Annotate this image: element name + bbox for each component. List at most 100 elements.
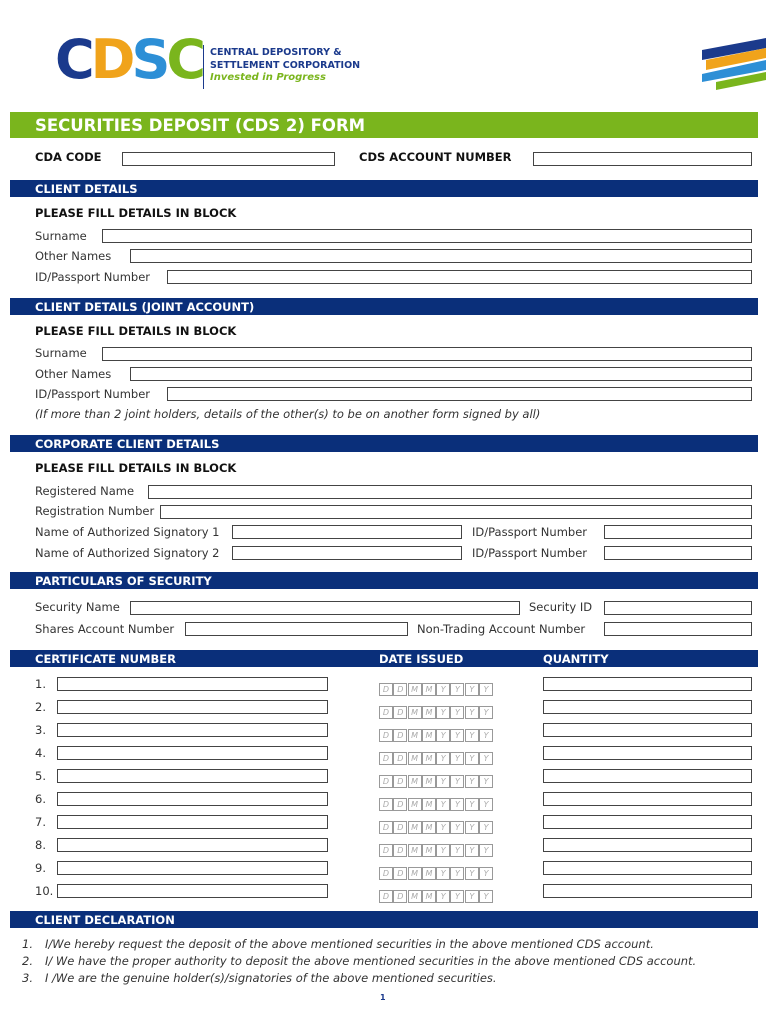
quantity-field[interactable] xyxy=(543,677,752,691)
date-cell[interactable]: Y xyxy=(479,798,494,811)
certificate-number-field[interactable] xyxy=(57,746,328,760)
date-cell[interactable]: Y xyxy=(479,706,494,719)
date-cell[interactable]: M xyxy=(421,867,436,880)
date-cell[interactable]: Y xyxy=(436,798,451,811)
signatory2-id-field[interactable] xyxy=(604,546,752,560)
date-cell[interactable]: M xyxy=(407,821,422,834)
signatory1-id-field[interactable] xyxy=(604,525,752,539)
date-cell[interactable]: Y xyxy=(450,867,465,880)
signatory1-field[interactable] xyxy=(232,525,462,539)
security-id-field[interactable] xyxy=(604,601,752,615)
date-cell[interactable]: Y xyxy=(479,775,494,788)
date-cell[interactable]: M xyxy=(407,890,422,903)
date-cell[interactable]: D xyxy=(379,729,393,742)
date-cell[interactable]: Y xyxy=(436,844,451,857)
cds-account-field[interactable] xyxy=(533,152,752,166)
date-cell[interactable]: Y xyxy=(450,706,465,719)
joint-id-field[interactable] xyxy=(167,387,752,401)
certificate-number-field[interactable] xyxy=(57,700,328,714)
quantity-field[interactable] xyxy=(543,700,752,714)
date-cell[interactable]: Y xyxy=(464,683,479,696)
date-cell[interactable]: D xyxy=(393,683,408,696)
date-cell[interactable]: D xyxy=(393,752,408,765)
date-cell[interactable]: D xyxy=(393,775,408,788)
quantity-field[interactable] xyxy=(543,861,752,875)
date-cell[interactable]: Y xyxy=(450,752,465,765)
date-cell[interactable]: M xyxy=(407,729,422,742)
date-cell[interactable]: M xyxy=(421,752,436,765)
surname-field[interactable] xyxy=(102,229,752,243)
certificate-number-field[interactable] xyxy=(57,677,328,691)
date-cell[interactable]: Y xyxy=(450,798,465,811)
date-cell[interactable]: Y xyxy=(464,706,479,719)
date-cell[interactable]: D xyxy=(379,890,393,903)
date-cell[interactable]: Y xyxy=(464,867,479,880)
certificate-number-field[interactable] xyxy=(57,815,328,829)
date-cell[interactable]: Y xyxy=(464,890,479,903)
non-trading-field[interactable] xyxy=(604,622,752,636)
date-cell[interactable]: Y xyxy=(450,890,465,903)
date-cell[interactable]: D xyxy=(393,867,408,880)
date-cell[interactable]: Y xyxy=(479,729,494,742)
date-cell[interactable]: Y xyxy=(450,683,465,696)
other-names-field[interactable] xyxy=(130,249,752,263)
joint-other-names-field[interactable] xyxy=(130,367,752,381)
quantity-field[interactable] xyxy=(543,746,752,760)
date-cell[interactable]: Y xyxy=(436,890,451,903)
shares-account-field[interactable] xyxy=(185,622,408,636)
certificate-number-field[interactable] xyxy=(57,769,328,783)
registration-number-field[interactable] xyxy=(160,505,752,519)
date-cell[interactable]: Y xyxy=(479,844,494,857)
date-cell[interactable]: Y xyxy=(464,798,479,811)
quantity-field[interactable] xyxy=(543,792,752,806)
date-cell[interactable]: M xyxy=(407,798,422,811)
date-cell[interactable]: Y xyxy=(436,821,451,834)
date-cell[interactable]: D xyxy=(379,683,393,696)
date-cell[interactable]: M xyxy=(421,683,436,696)
date-cell[interactable]: Y xyxy=(479,821,494,834)
date-cell[interactable]: D xyxy=(379,775,393,788)
certificate-number-field[interactable] xyxy=(57,861,328,875)
date-cell[interactable]: M xyxy=(407,775,422,788)
date-cell[interactable]: D xyxy=(379,867,393,880)
date-cell[interactable]: M xyxy=(407,752,422,765)
date-cell[interactable]: M xyxy=(407,683,422,696)
security-name-field[interactable] xyxy=(130,601,520,615)
date-cell[interactable]: Y xyxy=(479,752,494,765)
date-cell[interactable]: Y xyxy=(464,775,479,788)
date-cell[interactable]: Y xyxy=(464,821,479,834)
date-cell[interactable]: Y xyxy=(450,729,465,742)
quantity-field[interactable] xyxy=(543,884,752,898)
date-cell[interactable]: M xyxy=(407,706,422,719)
date-cell[interactable]: Y xyxy=(436,683,451,696)
certificate-number-field[interactable] xyxy=(57,838,328,852)
date-cell[interactable]: M xyxy=(421,844,436,857)
date-cell[interactable]: D xyxy=(379,844,393,857)
date-cell[interactable]: Y xyxy=(450,821,465,834)
date-cell[interactable]: Y xyxy=(464,729,479,742)
quantity-field[interactable] xyxy=(543,723,752,737)
id-field[interactable] xyxy=(167,270,752,284)
date-cell[interactable]: M xyxy=(421,706,436,719)
date-cell[interactable]: D xyxy=(393,821,408,834)
date-cell[interactable]: D xyxy=(393,844,408,857)
date-cell[interactable]: Y xyxy=(479,890,494,903)
certificate-number-field[interactable] xyxy=(57,792,328,806)
date-cell[interactable]: Y xyxy=(450,844,465,857)
certificate-number-field[interactable] xyxy=(57,884,328,898)
date-cell[interactable]: D xyxy=(379,798,393,811)
date-cell[interactable]: Y xyxy=(436,867,451,880)
date-cell[interactable]: Y xyxy=(450,775,465,788)
date-cell[interactable]: Y xyxy=(479,683,494,696)
date-cell[interactable]: M xyxy=(421,775,436,788)
date-cell[interactable]: Y xyxy=(479,867,494,880)
